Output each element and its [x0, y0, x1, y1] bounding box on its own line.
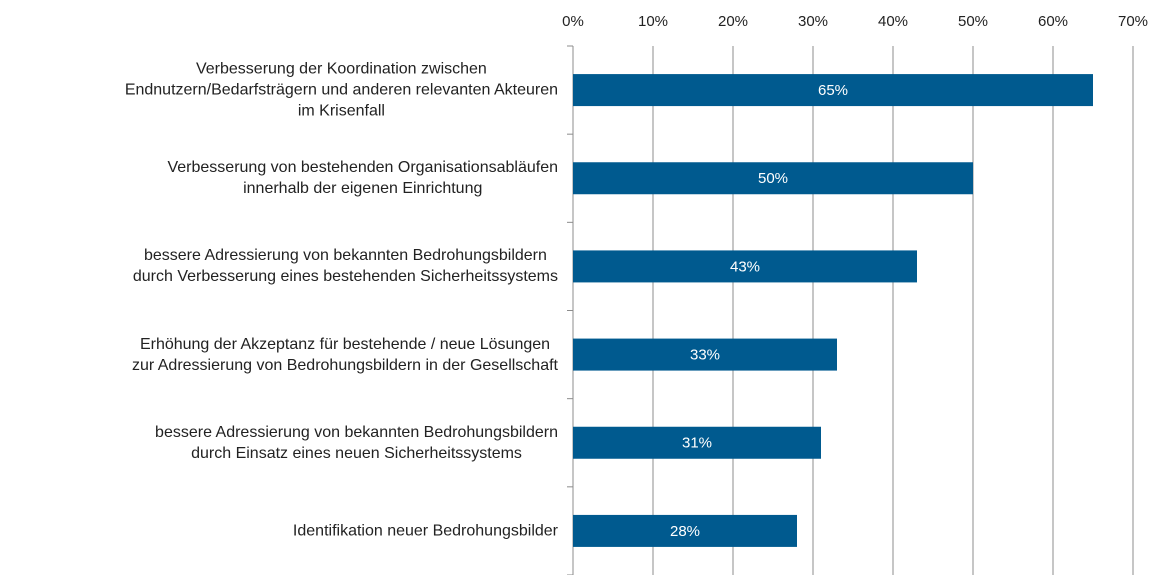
bar: [573, 338, 837, 371]
category-label-box: Verbesserung der Koordination zwischen E…: [125, 59, 558, 122]
y-tick-label: Verbesserung der Koordination zwischen E…: [124, 60, 558, 120]
x-tick-label: 20%: [718, 13, 748, 30]
value-label: 50%: [758, 170, 788, 187]
value-label: 28%: [670, 523, 700, 540]
x-tick-label: 40%: [878, 13, 908, 30]
bar: [573, 162, 973, 195]
y-tick-label: bessere Adressierung von bekannten Bedro…: [155, 423, 558, 462]
y-tick-label: Verbesserung von bestehenden Organisatio…: [167, 159, 558, 198]
y-tick-label: Erhöhung der Akzeptanz für bestehende / …: [131, 335, 558, 374]
value-label: 33%: [690, 347, 720, 364]
x-tick-label: 50%: [958, 13, 988, 30]
bar: [573, 514, 797, 547]
bar: [573, 426, 821, 459]
category-label-box: bessere Adressierung von bekannten Bedro…: [155, 422, 558, 464]
y-tick-label: bessere Adressierung von bekannten Bedro…: [132, 247, 558, 286]
bar: [573, 250, 917, 283]
value-label: 65%: [818, 82, 848, 99]
category-label-box: Verbesserung von bestehenden Organisatio…: [167, 157, 558, 199]
x-tick-label: 10%: [638, 13, 668, 30]
value-label: 43%: [730, 258, 760, 275]
value-label: 31%: [682, 435, 712, 452]
y-tick-label: Identifikation neuer Bedrohungsbilder: [292, 522, 558, 540]
x-tick-label: 60%: [1038, 13, 1068, 30]
category-label-box: Erhöhung der Akzeptanz für bestehende / …: [132, 334, 558, 376]
category-label-box: Identifikation neuer Bedrohungsbilder: [293, 520, 558, 541]
x-tick-label: 0%: [562, 13, 584, 30]
x-tick-label: 70%: [1118, 13, 1148, 30]
category-label-box: bessere Adressierung von bekannten Bedro…: [133, 245, 558, 287]
bar: [573, 74, 1093, 107]
x-tick-label: 30%: [798, 13, 828, 30]
